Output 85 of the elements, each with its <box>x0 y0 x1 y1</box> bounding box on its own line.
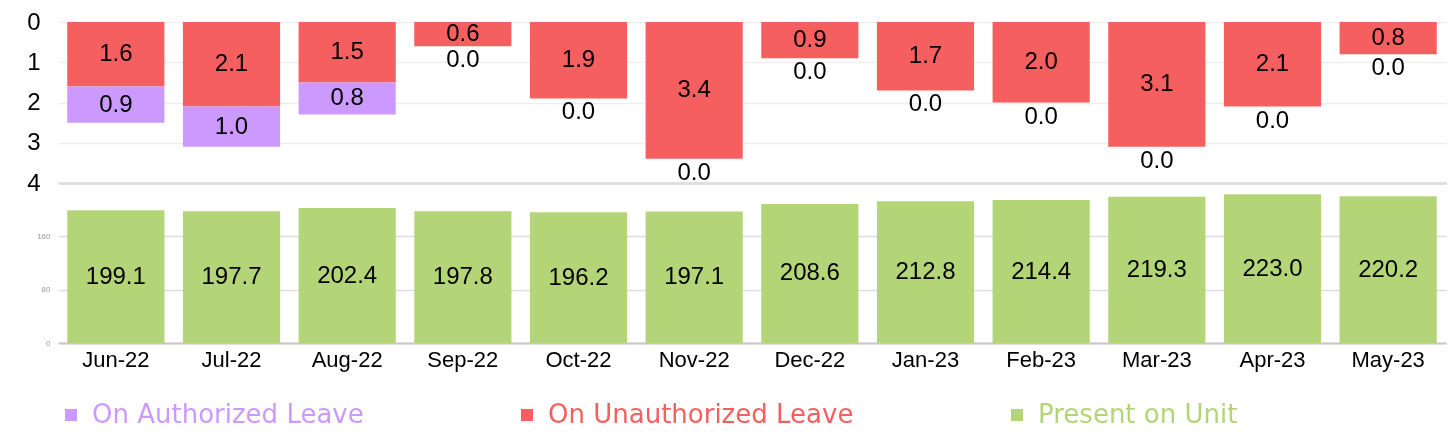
bar <box>414 211 512 343</box>
data-label: 3.4 <box>677 75 711 103</box>
x-tick-label: Aug-22 <box>311 346 383 372</box>
bar <box>1108 22 1206 147</box>
bar <box>645 22 743 159</box>
x-tick-label: May-23 <box>1351 346 1425 372</box>
data-label: 0.0 <box>446 45 480 73</box>
y-tick-label: 160 <box>37 231 52 241</box>
x-tick-label: Jan-23 <box>891 346 960 372</box>
data-label: 0.0 <box>1140 145 1174 173</box>
data-label: 1.7 <box>908 41 943 69</box>
data-label: 197.8 <box>432 262 493 290</box>
data-label: 0.0 <box>1024 101 1058 129</box>
bar <box>876 22 975 91</box>
data-label: 0.0 <box>1371 53 1405 81</box>
legend-label: Present on Unit <box>1038 399 1238 429</box>
data-label: 214.4 <box>1011 256 1072 284</box>
data-label: 223.0 <box>1242 253 1303 281</box>
x-tick-label: Oct-22 <box>545 346 612 372</box>
bar <box>67 22 165 87</box>
x-tick-label: Jul-22 <box>201 346 262 372</box>
x-tick-label: Nov-22 <box>658 346 730 372</box>
bar <box>992 200 1090 343</box>
data-label: 219.3 <box>1126 254 1187 282</box>
x-tick-label: Sep-22 <box>427 346 499 372</box>
bar <box>761 22 859 59</box>
bar <box>182 22 281 107</box>
x-tick-label: Feb-23 <box>1006 346 1077 372</box>
data-label: 197.7 <box>201 262 262 290</box>
data-label: 3.1 <box>1140 69 1174 97</box>
x-tick-label: Jun-22 <box>82 346 150 372</box>
data-label: 0.8 <box>330 83 364 111</box>
y-tick-label: 1 <box>27 47 41 75</box>
bar <box>298 22 396 83</box>
bar <box>529 212 628 343</box>
data-label: 0.0 <box>561 97 596 125</box>
bar <box>992 22 1090 103</box>
x-tick-label: Dec-22 <box>774 346 846 372</box>
data-label: 202.4 <box>317 260 378 288</box>
data-label: 2.1 <box>1255 49 1290 77</box>
bar <box>1108 196 1206 343</box>
bar <box>67 86 165 123</box>
data-label: 0.8 <box>1371 23 1405 51</box>
legend-label: On Authorized Leave <box>92 399 364 429</box>
data-label: 1.5 <box>330 37 364 65</box>
data-label: 2.1 <box>214 49 249 77</box>
y-tick-label: 2 <box>27 88 41 115</box>
data-label: 199.1 <box>85 261 146 289</box>
bar <box>1223 22 1322 107</box>
y-tick-label: 0 <box>27 7 41 35</box>
data-label: 0.9 <box>793 25 827 53</box>
y-tick-label: 80 <box>41 285 52 295</box>
bar <box>182 211 281 343</box>
bar <box>182 106 281 147</box>
data-label: 0.0 <box>908 89 943 117</box>
y-tick-label: 0 <box>46 338 52 348</box>
data-label: 208.6 <box>779 258 840 286</box>
data-label: 1.9 <box>561 45 596 73</box>
bar <box>529 22 628 99</box>
bar <box>761 203 859 343</box>
bar <box>1339 196 1437 343</box>
data-label: 0.0 <box>793 57 827 85</box>
legend-label: On Unauthorized Leave <box>548 399 854 429</box>
bar <box>298 208 396 343</box>
x-tick-label: Apr-23 <box>1239 346 1306 372</box>
bar <box>1223 194 1322 343</box>
bar <box>1339 22 1437 55</box>
data-label: 2.0 <box>1024 47 1058 75</box>
data-label: 196.2 <box>548 262 609 290</box>
data-label: 1.0 <box>214 111 249 139</box>
data-label: 0.6 <box>446 19 480 47</box>
data-label: 220.2 <box>1358 254 1419 282</box>
bar <box>645 211 743 343</box>
data-label: 1.6 <box>99 39 133 67</box>
bar <box>67 210 165 343</box>
data-label: 212.8 <box>895 257 956 285</box>
bar <box>876 201 975 343</box>
y-tick-label: 3 <box>27 128 41 156</box>
bar <box>298 82 396 115</box>
data-label: 0.0 <box>677 157 711 185</box>
data-label: 197.1 <box>664 262 725 290</box>
x-tick-label: Mar-23 <box>1121 346 1192 372</box>
data-label: 0.0 <box>1255 105 1290 133</box>
y-tick-label: 4 <box>27 168 41 196</box>
data-label: 0.9 <box>99 89 133 117</box>
